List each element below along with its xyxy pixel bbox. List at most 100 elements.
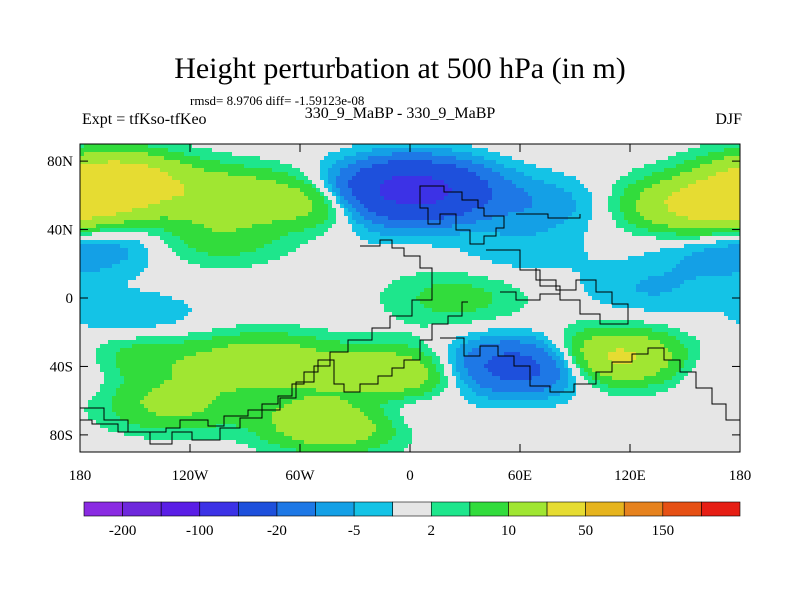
heatmap-cell	[136, 232, 141, 237]
heatmap-cell	[224, 332, 229, 337]
heatmap-cell	[272, 192, 277, 197]
heatmap-cell	[196, 292, 201, 297]
heatmap-cell	[280, 448, 285, 453]
heatmap-cell	[176, 404, 181, 409]
heatmap-cell	[204, 308, 209, 313]
heatmap-cell	[276, 148, 281, 153]
heatmap-cell	[92, 352, 97, 357]
heatmap-cell	[264, 432, 269, 437]
heatmap-cell	[224, 364, 229, 369]
heatmap-cell	[244, 424, 249, 429]
heatmap-cell	[188, 240, 193, 245]
heatmap-cell	[244, 432, 249, 437]
heatmap-cell	[160, 300, 165, 305]
heatmap-cell	[316, 388, 321, 393]
heatmap-cell	[192, 384, 197, 389]
heatmap-cell	[88, 152, 93, 157]
heatmap-cell	[128, 184, 133, 189]
heatmap-cell	[92, 348, 97, 353]
heatmap-cell	[184, 176, 189, 181]
heatmap-cell	[236, 252, 241, 257]
heatmap-cell	[296, 268, 301, 273]
heatmap-cell	[240, 188, 245, 193]
heatmap-cell	[192, 200, 197, 205]
heatmap-cell	[284, 320, 289, 325]
heatmap-cell	[180, 288, 185, 293]
heatmap-cell	[92, 160, 97, 165]
heatmap-cell	[312, 240, 317, 245]
heatmap-cell	[120, 160, 125, 165]
heatmap-cell	[172, 228, 177, 233]
heatmap-cell	[324, 352, 329, 357]
heatmap-cell	[88, 444, 93, 449]
heatmap-cell	[172, 240, 177, 245]
heatmap-cell	[332, 180, 337, 185]
heatmap-cell	[240, 164, 245, 169]
heatmap-cell	[228, 144, 233, 149]
heatmap-cell	[316, 236, 321, 241]
heatmap-cell	[292, 236, 297, 241]
heatmap-cell	[108, 160, 113, 165]
heatmap-cell	[108, 408, 113, 413]
heatmap-cell	[200, 304, 205, 309]
heatmap-cell	[228, 176, 233, 181]
heatmap-cell	[272, 204, 277, 209]
heatmap-cell	[308, 356, 313, 361]
heatmap-cell	[312, 316, 317, 321]
heatmap-cell	[84, 384, 89, 389]
heatmap-cell	[100, 156, 105, 161]
heatmap-cell	[304, 204, 309, 209]
heatmap-cell	[284, 152, 289, 157]
heatmap-cell	[232, 332, 237, 337]
heatmap-cell	[284, 216, 289, 221]
heatmap-cell	[136, 328, 141, 333]
heatmap-cell	[108, 272, 113, 277]
heatmap-cell	[160, 408, 165, 413]
heatmap-cell	[300, 268, 305, 273]
heatmap-cell	[276, 380, 281, 385]
heatmap-cell	[252, 288, 257, 293]
heatmap-cell	[272, 276, 277, 281]
heatmap-cell	[188, 316, 193, 321]
heatmap-cell	[212, 320, 217, 325]
heatmap-cell	[228, 156, 233, 161]
heatmap-cell	[100, 344, 105, 349]
heatmap-cell	[272, 168, 277, 173]
heatmap-cell	[260, 232, 265, 237]
heatmap-cell	[264, 372, 269, 377]
heatmap-cell	[292, 176, 297, 181]
heatmap-cell	[292, 264, 297, 269]
heatmap-cell	[200, 236, 205, 241]
heatmap-cell	[212, 408, 217, 413]
heatmap-cell	[144, 252, 149, 257]
heatmap-cell	[200, 444, 205, 449]
heatmap-cell	[260, 308, 265, 313]
heatmap-cell	[272, 180, 277, 185]
heatmap-cell	[292, 248, 297, 253]
heatmap-cell	[108, 152, 113, 157]
heatmap-cell	[252, 196, 257, 201]
heatmap-cell	[188, 384, 193, 389]
heatmap-cell	[260, 236, 265, 241]
heatmap-cell	[260, 240, 265, 245]
heatmap-cell	[116, 336, 121, 341]
heatmap-cell	[236, 420, 241, 425]
heatmap-cell	[200, 288, 205, 293]
heatmap-cell	[276, 252, 281, 257]
heatmap-cell	[84, 268, 89, 273]
heatmap-cell	[192, 168, 197, 173]
heatmap-cell	[316, 340, 321, 345]
heatmap-cell	[312, 292, 317, 297]
heatmap-cell	[200, 216, 205, 221]
heatmap-cell	[168, 256, 173, 261]
heatmap-cell	[272, 416, 277, 421]
heatmap-cell	[156, 296, 161, 301]
heatmap-cell	[232, 384, 237, 389]
heatmap-cell	[156, 372, 161, 377]
heatmap-cell	[192, 340, 197, 345]
heatmap-cell	[272, 388, 277, 393]
heatmap-cell	[164, 284, 169, 289]
heatmap-cell	[300, 368, 305, 373]
heatmap-cell	[140, 180, 145, 185]
heatmap-cell	[300, 236, 305, 241]
